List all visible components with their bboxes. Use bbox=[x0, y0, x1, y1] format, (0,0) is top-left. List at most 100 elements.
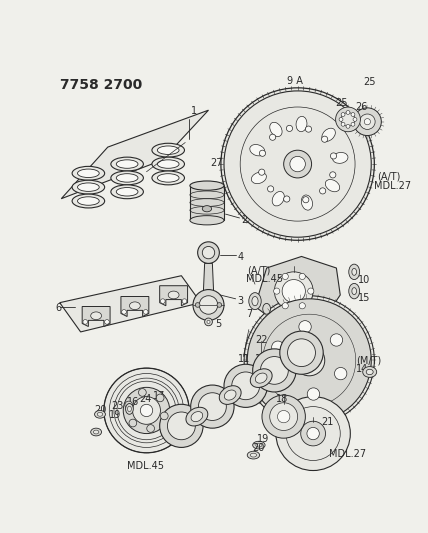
Circle shape bbox=[341, 112, 345, 116]
Circle shape bbox=[273, 288, 280, 294]
Circle shape bbox=[321, 136, 328, 142]
Ellipse shape bbox=[301, 195, 312, 210]
Circle shape bbox=[270, 134, 276, 140]
Ellipse shape bbox=[191, 411, 203, 422]
Circle shape bbox=[140, 405, 153, 417]
Circle shape bbox=[199, 296, 218, 314]
Circle shape bbox=[320, 188, 326, 194]
Ellipse shape bbox=[366, 369, 373, 375]
Circle shape bbox=[299, 321, 311, 333]
Circle shape bbox=[224, 91, 371, 237]
Circle shape bbox=[334, 367, 347, 380]
Text: 14: 14 bbox=[356, 364, 368, 374]
Ellipse shape bbox=[158, 174, 179, 182]
Circle shape bbox=[301, 421, 326, 446]
Text: 24: 24 bbox=[139, 393, 151, 403]
Ellipse shape bbox=[129, 302, 140, 310]
Circle shape bbox=[339, 117, 343, 122]
Circle shape bbox=[360, 114, 375, 130]
Ellipse shape bbox=[111, 157, 143, 171]
Text: 25: 25 bbox=[336, 98, 348, 108]
Text: 4: 4 bbox=[237, 252, 243, 262]
Ellipse shape bbox=[116, 160, 138, 168]
Polygon shape bbox=[243, 365, 277, 391]
Ellipse shape bbox=[349, 264, 360, 280]
Ellipse shape bbox=[253, 441, 265, 449]
Ellipse shape bbox=[77, 183, 99, 191]
Circle shape bbox=[299, 273, 305, 279]
Text: (A/T): (A/T) bbox=[377, 172, 401, 182]
Circle shape bbox=[272, 341, 284, 353]
Circle shape bbox=[307, 427, 319, 440]
Circle shape bbox=[182, 299, 187, 303]
Ellipse shape bbox=[158, 146, 179, 155]
Text: MDL.27: MDL.27 bbox=[329, 449, 366, 459]
Circle shape bbox=[221, 88, 374, 240]
Circle shape bbox=[125, 401, 133, 409]
Circle shape bbox=[83, 320, 88, 324]
Polygon shape bbox=[178, 401, 216, 431]
Ellipse shape bbox=[256, 373, 267, 383]
Text: 12: 12 bbox=[255, 354, 268, 364]
Circle shape bbox=[364, 119, 371, 125]
Ellipse shape bbox=[272, 191, 284, 206]
Ellipse shape bbox=[152, 157, 184, 171]
Circle shape bbox=[253, 349, 296, 392]
Text: 7: 7 bbox=[247, 309, 253, 319]
Circle shape bbox=[260, 357, 288, 384]
Circle shape bbox=[282, 303, 288, 309]
Ellipse shape bbox=[72, 194, 105, 208]
Circle shape bbox=[280, 331, 323, 374]
Text: 19: 19 bbox=[257, 433, 270, 443]
Circle shape bbox=[351, 112, 355, 116]
Ellipse shape bbox=[95, 410, 105, 418]
Circle shape bbox=[341, 123, 345, 126]
Text: 5: 5 bbox=[215, 319, 221, 329]
Circle shape bbox=[301, 353, 317, 368]
Ellipse shape bbox=[296, 116, 307, 132]
Ellipse shape bbox=[77, 169, 99, 177]
Circle shape bbox=[195, 303, 200, 308]
Circle shape bbox=[290, 156, 305, 172]
Ellipse shape bbox=[219, 386, 241, 405]
Ellipse shape bbox=[252, 296, 258, 306]
Circle shape bbox=[330, 153, 336, 159]
Text: 15: 15 bbox=[358, 294, 371, 303]
Text: 22: 22 bbox=[255, 335, 268, 345]
Circle shape bbox=[346, 110, 350, 115]
Ellipse shape bbox=[152, 143, 184, 157]
Circle shape bbox=[276, 375, 288, 387]
Ellipse shape bbox=[97, 413, 103, 416]
Circle shape bbox=[351, 123, 355, 126]
Text: (A/T): (A/T) bbox=[247, 265, 270, 276]
Circle shape bbox=[282, 280, 305, 303]
Ellipse shape bbox=[91, 312, 101, 320]
Polygon shape bbox=[255, 256, 340, 326]
Ellipse shape bbox=[125, 403, 134, 414]
Text: 10: 10 bbox=[358, 275, 370, 285]
Ellipse shape bbox=[152, 171, 184, 185]
Circle shape bbox=[224, 364, 268, 407]
Text: MDL.45: MDL.45 bbox=[246, 274, 283, 284]
Circle shape bbox=[156, 394, 164, 402]
Circle shape bbox=[353, 117, 357, 122]
Circle shape bbox=[123, 387, 170, 433]
Circle shape bbox=[199, 393, 226, 421]
Circle shape bbox=[143, 310, 148, 314]
Polygon shape bbox=[271, 348, 305, 376]
Ellipse shape bbox=[158, 160, 179, 168]
Circle shape bbox=[330, 334, 343, 346]
Polygon shape bbox=[59, 276, 201, 332]
Text: 25: 25 bbox=[363, 77, 376, 87]
Circle shape bbox=[284, 196, 290, 202]
Ellipse shape bbox=[128, 406, 131, 411]
Ellipse shape bbox=[322, 128, 336, 141]
Circle shape bbox=[262, 395, 305, 438]
Text: 23: 23 bbox=[112, 401, 124, 411]
Text: 17: 17 bbox=[153, 391, 165, 401]
Text: MDL.45: MDL.45 bbox=[127, 461, 164, 471]
Polygon shape bbox=[61, 110, 208, 199]
Circle shape bbox=[286, 125, 293, 132]
Circle shape bbox=[276, 397, 351, 471]
Ellipse shape bbox=[250, 369, 272, 387]
